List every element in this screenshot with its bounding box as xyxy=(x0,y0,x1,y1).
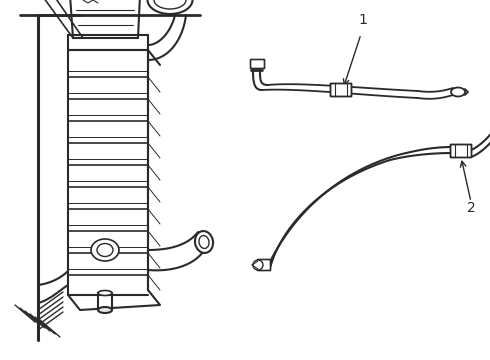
Circle shape xyxy=(253,260,263,270)
Ellipse shape xyxy=(97,243,113,256)
Ellipse shape xyxy=(154,0,186,9)
Text: 1: 1 xyxy=(359,13,368,27)
FancyBboxPatch shape xyxy=(258,260,270,270)
Ellipse shape xyxy=(147,0,193,14)
Polygon shape xyxy=(70,0,140,38)
FancyBboxPatch shape xyxy=(450,144,471,158)
FancyBboxPatch shape xyxy=(250,59,265,68)
Ellipse shape xyxy=(199,235,209,248)
Ellipse shape xyxy=(451,87,465,96)
Ellipse shape xyxy=(98,291,112,296)
FancyBboxPatch shape xyxy=(330,84,351,96)
Ellipse shape xyxy=(98,307,112,313)
Text: 2: 2 xyxy=(466,201,475,215)
Ellipse shape xyxy=(91,239,119,261)
Ellipse shape xyxy=(195,231,213,253)
